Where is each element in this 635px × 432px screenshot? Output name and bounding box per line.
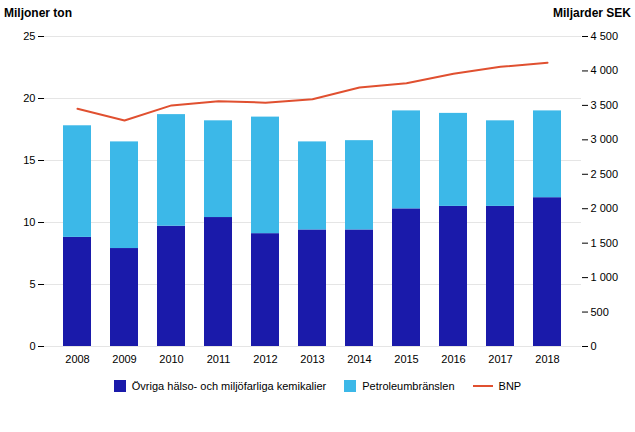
html-text:Miljarder SEK: Miljarder SEK: [553, 6, 631, 20]
svg-text:2015: 2015: [394, 353, 418, 365]
svg-text:0: 0: [29, 340, 35, 352]
svg-text:5: 5: [29, 278, 35, 290]
svg-text:2011: 2011: [207, 353, 231, 365]
svg-text:1 500: 1 500: [591, 237, 619, 249]
svg-text:2009: 2009: [112, 353, 136, 365]
svg-text:25: 25: [23, 30, 35, 42]
svg-text:15: 15: [23, 154, 35, 166]
html-text:Petroleumbränslen: Petroleumbränslen: [362, 380, 455, 392]
svg-text:4 000: 4 000: [591, 64, 619, 76]
svg-text:4 500: 4 500: [591, 30, 619, 42]
svg-text:1 000: 1 000: [591, 271, 619, 283]
html-text:Övriga hälso- och miljöfarliga: Övriga hälso- och miljöfarliga kemikalie…: [131, 380, 327, 392]
svg-text:2016: 2016: [441, 353, 465, 365]
svg-text:2018: 2018: [535, 353, 559, 365]
svg-text:20: 20: [23, 92, 35, 104]
svg-text:10: 10: [23, 216, 35, 228]
svg-text:2 500: 2 500: [591, 168, 619, 180]
svg-text:2008: 2008: [65, 353, 89, 365]
svg-text:2012: 2012: [253, 353, 277, 365]
svg-text:0: 0: [591, 340, 597, 352]
svg-text:2010: 2010: [159, 353, 183, 365]
svg-text:3 000: 3 000: [591, 133, 619, 145]
svg-text:500: 500: [591, 306, 609, 318]
svg-text:2013: 2013: [300, 353, 324, 365]
svg-text:2 000: 2 000: [591, 202, 619, 214]
svg-text:3 500: 3 500: [591, 99, 619, 111]
html-text:Miljoner ton: Miljoner ton: [4, 6, 72, 20]
html-text:BNP: BNP: [498, 380, 522, 392]
svg-text:2017: 2017: [488, 353, 512, 365]
svg-text:2014: 2014: [347, 353, 371, 365]
